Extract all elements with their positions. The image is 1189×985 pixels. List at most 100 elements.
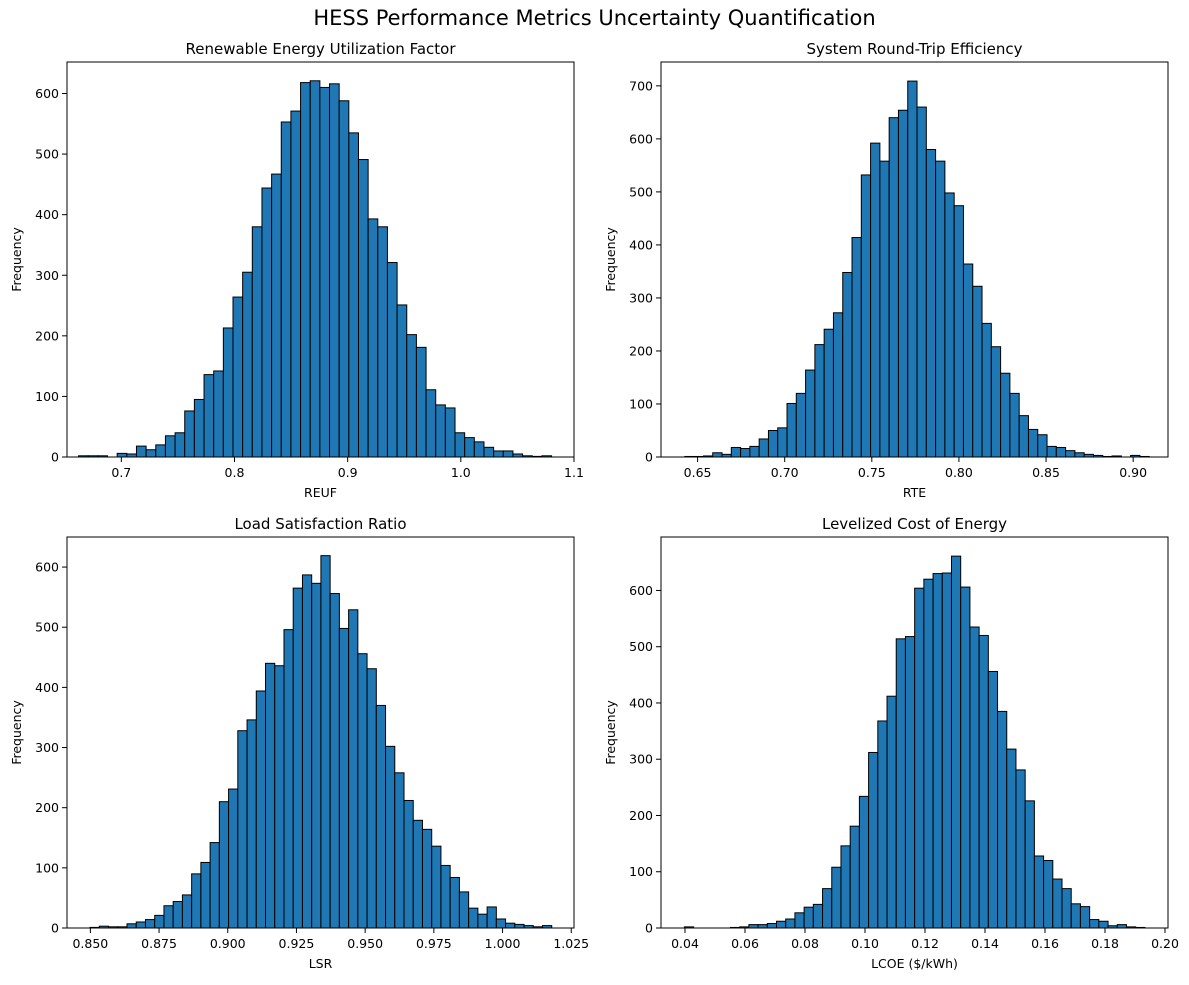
histogram-bar: [897, 109, 909, 458]
y-tick-label: 600: [35, 86, 59, 101]
y-tick-label: 500: [629, 639, 653, 654]
histogram-bar: [740, 448, 751, 458]
histogram-bar: [473, 441, 485, 458]
x-tick-label: 0.10: [851, 936, 879, 951]
chart-title: Renewable Energy Utilization Factor: [186, 40, 457, 58]
x-tick-label: 0.08: [791, 936, 819, 951]
y-tick-label: 0: [645, 450, 653, 465]
x-tick-label: 1.025: [553, 936, 589, 951]
axes-frame: [660, 536, 1169, 929]
histogram-bar: [181, 894, 193, 929]
x-tick-label: 0.12: [911, 936, 939, 951]
histogram-bar: [209, 842, 220, 929]
histogram-bar: [858, 795, 870, 929]
histogram-bar: [163, 905, 174, 929]
y-tick-label: 0: [51, 921, 59, 936]
x-axis-label: LCOE ($/kWh): [871, 956, 958, 971]
histogram-bar: [851, 237, 862, 458]
chart-panel-4: 0.04 0.06 0.08 0.10 0.12 0.14 0.16 0.18 0.20 0 100…: [603, 515, 1179, 971]
histogram-bar: [730, 446, 742, 458]
histogram-bar: [832, 312, 844, 458]
y-tick-label: 600: [629, 583, 653, 598]
histogram-bar: [1024, 800, 1035, 929]
histogram-bar: [953, 205, 964, 458]
histogram-bar: [831, 866, 842, 929]
histogram-bar: [338, 100, 350, 458]
x-tick-label: 1.0: [451, 465, 471, 480]
histogram-bar: [435, 404, 446, 458]
y-tick-label: 700: [629, 78, 653, 93]
histogram-bar: [348, 609, 359, 929]
y-tick-label: 400: [35, 680, 59, 695]
histogram-bar: [805, 369, 816, 458]
histogram-bar: [758, 438, 769, 458]
histogram-bar: [348, 132, 359, 458]
histogram-bar: [154, 914, 165, 929]
histogram-bar: [155, 444, 166, 458]
histogram-bar: [242, 271, 253, 458]
x-tick-label: 1.1: [564, 465, 584, 480]
chart-panel-2: 0.65 0.70 0.75 0.80 0.85 0.90 0 100 200 300 400 500…: [603, 40, 1169, 500]
axes-frame: [660, 61, 1169, 458]
histogram-bar: [338, 627, 350, 929]
histogram-bar: [794, 912, 805, 929]
histogram-bar: [468, 907, 479, 929]
y-tick-label: 200: [35, 328, 59, 343]
x-tick-label: 0.9: [338, 465, 358, 480]
x-tick-label: 0.06: [731, 936, 759, 951]
histogram-bar: [375, 704, 387, 929]
histogram-bar: [814, 344, 825, 458]
histogram-bar: [877, 720, 888, 929]
histogram-bar: [785, 918, 796, 929]
histogram-bar: [495, 918, 507, 929]
histogram-bar: [412, 819, 423, 929]
histogram-bar: [145, 449, 157, 458]
histogram-bar: [228, 788, 239, 929]
y-tick-label: 100: [35, 389, 59, 404]
histogram-bar: [458, 891, 470, 929]
x-tick-label: 0.14: [971, 936, 999, 951]
histogram-bar: [914, 587, 925, 929]
x-tick-label: 0.18: [1091, 936, 1119, 951]
y-tick-label: 200: [629, 343, 653, 358]
histogram-bar: [415, 346, 427, 458]
x-axis-label: RTE: [903, 485, 926, 500]
histogram-bar: [1043, 859, 1054, 929]
y-axis-label: Frequency: [9, 700, 24, 765]
x-tick-label: 0.80: [945, 465, 973, 480]
histogram-bar: [972, 285, 983, 458]
histogram-bar: [218, 801, 230, 929]
y-tick-label: 500: [35, 147, 59, 162]
histogram-bar: [1079, 906, 1091, 929]
y-axis-label: Frequency: [603, 227, 618, 292]
histogram-bar: [464, 437, 475, 458]
histogram-bar: [191, 873, 202, 929]
histogram-bar: [1015, 769, 1026, 929]
chart-title: Levelized Cost of Energy: [822, 515, 1007, 533]
x-axis-label: LSR: [309, 956, 333, 971]
histogram-bar: [366, 668, 377, 929]
histogram-bar: [879, 160, 890, 458]
histogram-bar: [1061, 888, 1072, 929]
y-tick-label: 300: [629, 752, 653, 767]
histogram-bar: [144, 919, 156, 929]
histogram-bar: [1098, 920, 1109, 929]
x-tick-label: 0.900: [210, 936, 246, 951]
histogram-bar: [319, 86, 331, 458]
histogram-bar: [849, 825, 860, 929]
y-tick-label: 100: [629, 396, 653, 411]
histogram-bar: [868, 751, 879, 929]
histogram-bar: [1116, 924, 1127, 929]
chart-title: System Round-Trip Efficiency: [806, 40, 1022, 58]
histogram-bar: [803, 906, 814, 929]
histogram-bar: [357, 159, 369, 458]
histogram-bar: [292, 587, 303, 929]
histogram-bar: [135, 921, 146, 929]
histogram-bar: [888, 117, 899, 458]
histogram-bar: [421, 828, 433, 929]
histogram-bar: [907, 80, 918, 458]
histogram-bar: [1065, 450, 1076, 458]
x-tick-label: 0.70: [771, 465, 799, 480]
histogram-bar: [232, 296, 244, 458]
y-tick-label: 600: [629, 131, 653, 146]
